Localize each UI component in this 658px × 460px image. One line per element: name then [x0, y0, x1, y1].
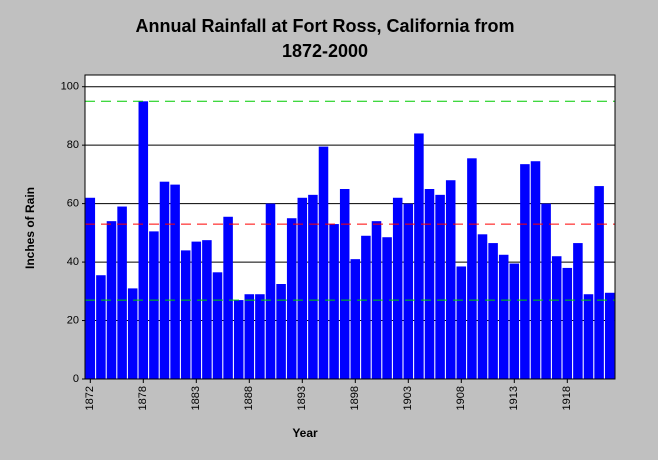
bar [424, 189, 435, 379]
y-tick-label: 0 [73, 373, 79, 385]
x-tick-label: 1908 [455, 386, 467, 410]
bar [127, 288, 138, 379]
x-tick-label: 1913 [508, 386, 520, 410]
bar [191, 241, 202, 379]
bar [562, 267, 573, 379]
bar [138, 101, 149, 380]
bar [233, 300, 244, 379]
bar [445, 180, 456, 379]
bar [117, 206, 127, 379]
x-tick-label: 1888 [243, 386, 255, 410]
bar [551, 256, 562, 379]
x-tick-label: 1872 [84, 386, 96, 410]
bar [180, 250, 191, 379]
bar [318, 146, 329, 379]
bar [255, 294, 265, 379]
bar [170, 184, 180, 379]
bar [361, 235, 371, 379]
bar [594, 186, 604, 379]
bar [159, 181, 170, 379]
bar [350, 259, 361, 379]
chart-title: Annual Rainfall at Fort Ross, California… [135, 16, 514, 36]
bar [414, 133, 424, 379]
bar [276, 284, 286, 379]
x-tick-label: 1883 [190, 386, 202, 410]
bar [339, 189, 350, 379]
x-tick-label: 1918 [561, 386, 573, 410]
y-tick-label: 40 [67, 256, 79, 268]
bar [202, 240, 212, 379]
x-tick-label: 1878 [137, 386, 149, 410]
x-tick-label: 1903 [402, 386, 414, 410]
bar [297, 197, 308, 379]
x-axis-label: Year [292, 426, 318, 440]
bar [244, 294, 255, 379]
bar [223, 216, 233, 379]
bar [583, 294, 594, 379]
bar [106, 221, 117, 379]
bar [392, 197, 403, 379]
bar [435, 194, 445, 379]
bar [85, 197, 96, 379]
y-tick-label: 100 [61, 81, 79, 93]
bar [149, 231, 159, 379]
bar [308, 194, 318, 379]
bar [382, 237, 392, 379]
bar [456, 266, 467, 379]
y-tick-label: 20 [67, 314, 79, 326]
y-tick-label: 80 [67, 139, 79, 151]
y-tick-label: 60 [67, 198, 79, 210]
bar [96, 275, 106, 379]
bar [498, 254, 509, 379]
bar [488, 243, 498, 379]
bar [530, 161, 541, 379]
bar [541, 203, 551, 379]
y-axis-label: Inches of Rain [23, 187, 37, 269]
bar [604, 292, 615, 379]
bar [212, 272, 223, 379]
chart-title: 1872-2000 [282, 41, 368, 61]
plot-border [84, 74, 616, 380]
bar [403, 203, 414, 379]
x-tick-label: 1893 [296, 386, 308, 410]
bar [467, 158, 477, 379]
bar [265, 203, 276, 379]
bar [286, 218, 297, 379]
bar [477, 234, 488, 379]
bar [520, 164, 530, 379]
bar [573, 243, 583, 379]
x-tick-label: 1898 [349, 386, 361, 410]
bar [329, 224, 339, 379]
bar [509, 263, 520, 379]
